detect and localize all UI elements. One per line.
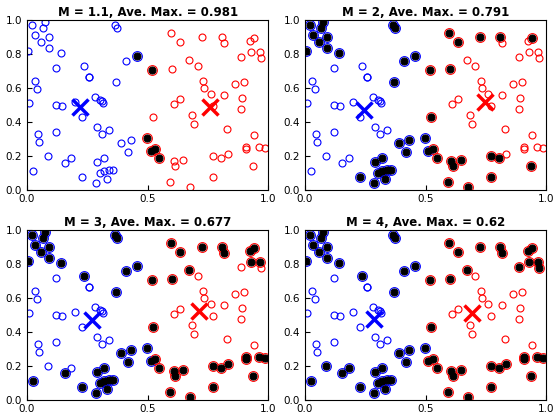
Title: M = 3, Ave. Max. = 0.677: M = 3, Ave. Max. = 0.677 xyxy=(64,215,231,228)
Title: M = 4, Ave. Max. = 0.62: M = 4, Ave. Max. = 0.62 xyxy=(346,215,505,228)
Title: M = 2, Ave. Max. = 0.791: M = 2, Ave. Max. = 0.791 xyxy=(342,5,509,18)
Title: M = 1.1, Ave. Max. = 0.981: M = 1.1, Ave. Max. = 0.981 xyxy=(58,5,237,18)
